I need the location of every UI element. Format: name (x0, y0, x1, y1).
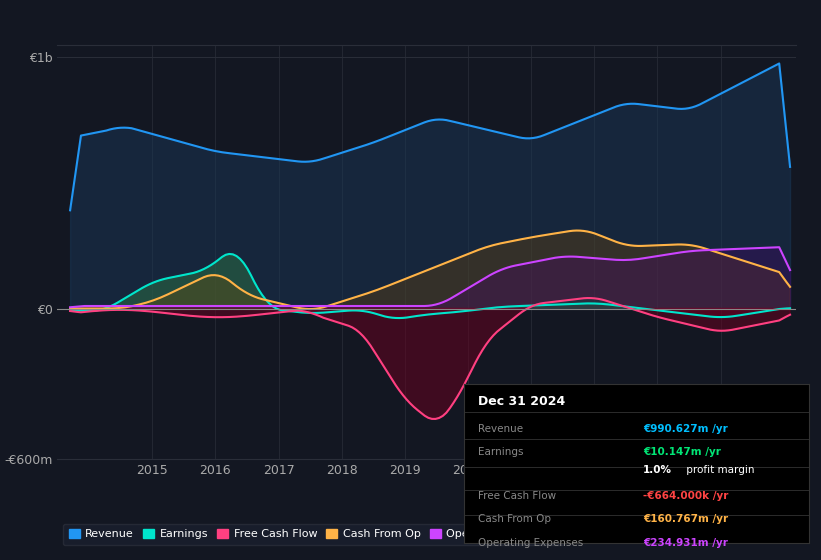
Text: €234.931m /yr: €234.931m /yr (643, 538, 728, 548)
Text: Cash From Op: Cash From Op (478, 515, 551, 525)
Text: €160.767m /yr: €160.767m /yr (643, 515, 728, 525)
Text: profit margin: profit margin (683, 465, 754, 475)
Text: Revenue: Revenue (478, 423, 523, 433)
Text: 1.0%: 1.0% (643, 465, 672, 475)
Text: €10.147m /yr: €10.147m /yr (643, 447, 721, 458)
Text: €990.627m /yr: €990.627m /yr (643, 423, 728, 433)
Text: Operating Expenses: Operating Expenses (478, 538, 583, 548)
Text: Earnings: Earnings (478, 447, 523, 458)
Legend: Revenue, Earnings, Free Cash Flow, Cash From Op, Operating Expenses: Revenue, Earnings, Free Cash Flow, Cash … (63, 524, 564, 545)
Text: -€664.000k /yr: -€664.000k /yr (643, 491, 728, 501)
Text: Dec 31 2024: Dec 31 2024 (478, 395, 565, 408)
Text: Free Cash Flow: Free Cash Flow (478, 491, 556, 501)
